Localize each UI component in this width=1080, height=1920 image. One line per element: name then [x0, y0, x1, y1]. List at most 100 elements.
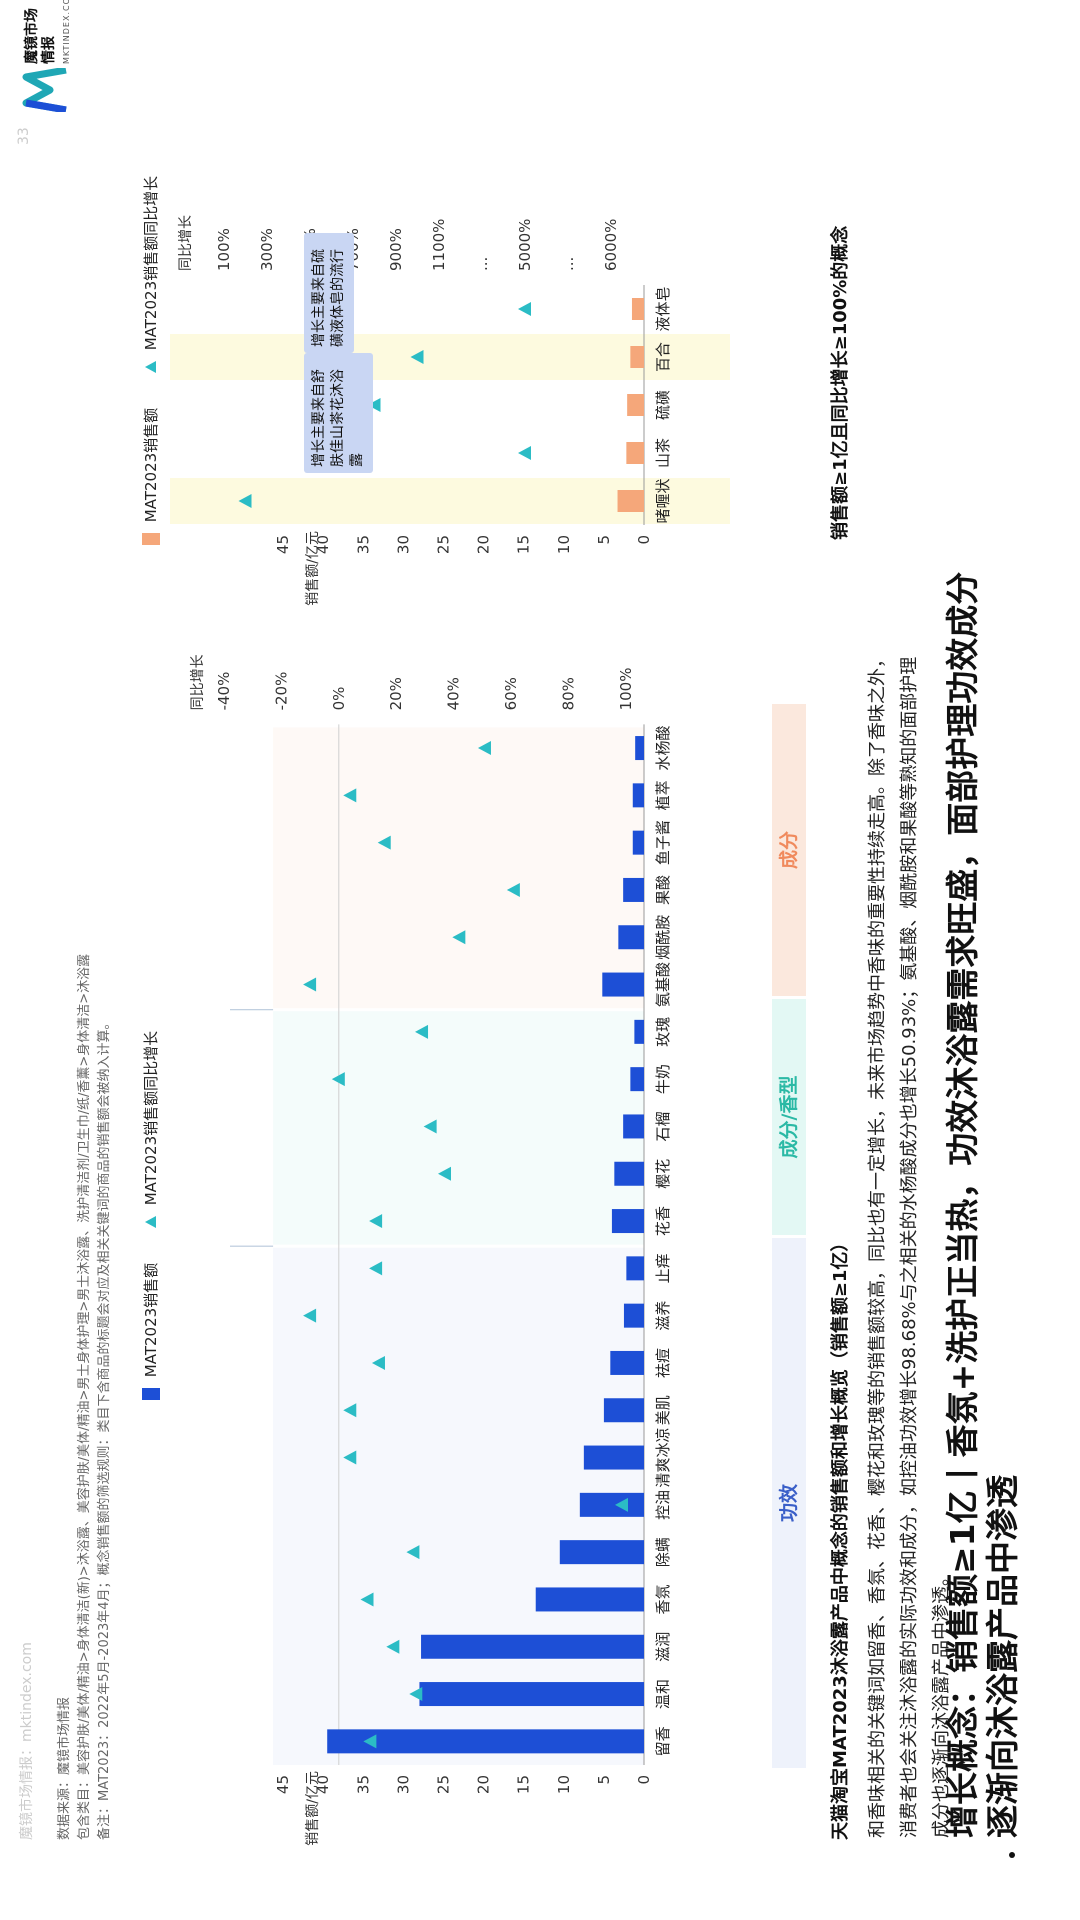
side-y-tick-label: 10 — [555, 535, 573, 554]
category-label: 滋润 — [654, 1632, 672, 1662]
bar-控油 — [579, 1492, 645, 1517]
growth-marker-温和 — [409, 1687, 423, 1702]
y-tick-label: 10 — [555, 1775, 573, 1794]
y-tick-label: 20 — [475, 1775, 493, 1794]
bar-果酸 — [623, 877, 645, 902]
y2-tick-label: 20% — [387, 677, 405, 710]
bar-香氛 — [535, 1587, 644, 1612]
growth-marker-清爽冰凉 — [343, 1450, 357, 1465]
category-label: 水杨酸 — [654, 726, 672, 771]
side-legend-marker-label: MAT2023销售额同比增长 — [142, 175, 160, 351]
growth-marker-香氛 — [360, 1592, 374, 1607]
bar-祛痘 — [610, 1350, 644, 1375]
bar-留香 — [327, 1729, 644, 1754]
group-band — [273, 727, 644, 1009]
watermark: 魔镜市场情报：mktindex.com — [19, 1642, 35, 1840]
category-label: 氨基酸 — [654, 962, 672, 1007]
category-label: 烟酰胺 — [654, 915, 672, 960]
category-label: 清爽冰凉 — [654, 1428, 672, 1488]
y2-axis-label: 同比增长 — [190, 654, 206, 710]
side-bar-液体皂 — [631, 298, 644, 320]
y-tick-label: 0 — [635, 1775, 653, 1785]
y-tick-label: 45 — [274, 1775, 292, 1794]
bar-玫瑰 — [634, 1019, 644, 1044]
y2-tick-label: -40% — [215, 672, 233, 711]
side-bar-啫喱状 — [617, 490, 644, 512]
side-y-tick-label: 0 — [635, 535, 653, 545]
side-category-label: 百合 — [654, 342, 672, 372]
y2-tick-label: 80% — [559, 677, 577, 710]
side-growth-marker-百合 — [410, 350, 424, 364]
side-y2-tick-label: 1100% — [430, 219, 448, 271]
category-label: 美肌 — [654, 1395, 672, 1425]
y2-tick-label: 60% — [502, 677, 520, 710]
side-legend-bar-swatch — [141, 533, 160, 545]
side-category-label: 山茶 — [654, 438, 672, 468]
category-label: 牛奶 — [654, 1064, 672, 1094]
side-y-tick-label: 5 — [595, 535, 613, 545]
growth-marker-牛奶 — [331, 1072, 345, 1087]
side-y2-tick-label: 5000% — [516, 219, 534, 271]
category-label: 果酸 — [654, 875, 672, 905]
side-category-label: 啫喱状 — [654, 478, 672, 523]
bar-清爽冰凉 — [583, 1445, 644, 1470]
growth-marker-石榴 — [423, 1119, 437, 1134]
logo: 魔镜市场情报 MKTINDEX.COM — [20, 0, 110, 114]
group-band — [273, 1011, 644, 1245]
category-label: 香氛 — [654, 1584, 672, 1614]
category-label: 石榴 — [654, 1111, 672, 1141]
side-growth-marker-硫磺 — [367, 398, 381, 412]
growth-marker-烟酰胺 — [452, 930, 466, 945]
page-number: 33 — [16, 127, 32, 145]
growth-marker-美肌 — [343, 1403, 357, 1418]
side-growth-marker-山茶 — [518, 446, 531, 460]
category-label: 樱花 — [654, 1159, 672, 1189]
callout-sulfur: 增长主要来自硫磺液体皂的流行 — [304, 233, 354, 353]
category-label: 控油 — [654, 1490, 672, 1520]
side-y2-tick-label: 6000% — [602, 219, 620, 271]
growth-marker-祛痘 — [371, 1355, 385, 1370]
legend-marker-label: MAT2023销售额同比增长 — [142, 1030, 160, 1206]
bar-滋润 — [421, 1634, 644, 1659]
bar-止痒 — [626, 1256, 645, 1281]
bar-水杨酸 — [635, 736, 644, 761]
y-tick-label: 40 — [314, 1775, 332, 1794]
category-label: 止痒 — [654, 1253, 672, 1283]
side-bar-百合 — [630, 346, 645, 368]
side-growth-marker-啫喱状 — [238, 494, 252, 508]
side-bar-硫磺 — [627, 394, 645, 416]
y-tick-label: 35 — [354, 1775, 372, 1794]
side-y2-tick-label: 100% — [215, 228, 233, 271]
footnote: 数据来源：魔镜市场情报 包含类目：美容护肤/美体/精油>身体清洁(新)>沐浴露、… — [57, 953, 112, 1840]
growth-marker-除螨 — [406, 1545, 420, 1560]
growth-marker-氨基酸 — [303, 977, 317, 992]
y-axis-label: 销售额/亿元 — [305, 1771, 321, 1846]
growth-marker-控油 — [615, 1497, 629, 1512]
side-category-label: 液体皂 — [654, 286, 672, 331]
growth-marker-鱼子酱 — [377, 835, 391, 850]
side-y-tick-label: 30 — [394, 535, 412, 554]
side-y-tick-label: 25 — [435, 535, 453, 554]
main-legend: MAT2023销售额 MAT2023销售额同比增长 — [140, 1031, 164, 1400]
side-legend: MAT2023销售额 MAT2023销售额同比增长 — [140, 176, 164, 545]
y2-tick-label: 0% — [330, 687, 348, 711]
growth-marker-植萃 — [343, 788, 357, 803]
growth-marker-果酸 — [506, 882, 520, 897]
category-label: 留香 — [654, 1726, 672, 1756]
category-label: 玫瑰 — [654, 1017, 672, 1047]
bar-石榴 — [623, 1114, 645, 1139]
category-label: 祛痘 — [654, 1348, 672, 1378]
legend-bar-swatch — [141, 1388, 160, 1400]
bar-滋养 — [623, 1303, 645, 1328]
growth-marker-留香 — [363, 1734, 377, 1749]
side-legend-marker-icon — [145, 361, 156, 374]
side-y2-tick-label: 900% — [387, 228, 405, 271]
y2-tick-label: -20% — [272, 672, 290, 711]
category-label: 鱼子酱 — [654, 820, 672, 865]
highlight-band — [170, 478, 730, 524]
callout-camellia: 增长主要来自舒肤佳山茶花沐浴露 — [304, 353, 373, 473]
growth-marker-滋润 — [386, 1639, 400, 1654]
legend-marker-icon — [145, 1216, 156, 1229]
bar-花香 — [611, 1209, 644, 1234]
